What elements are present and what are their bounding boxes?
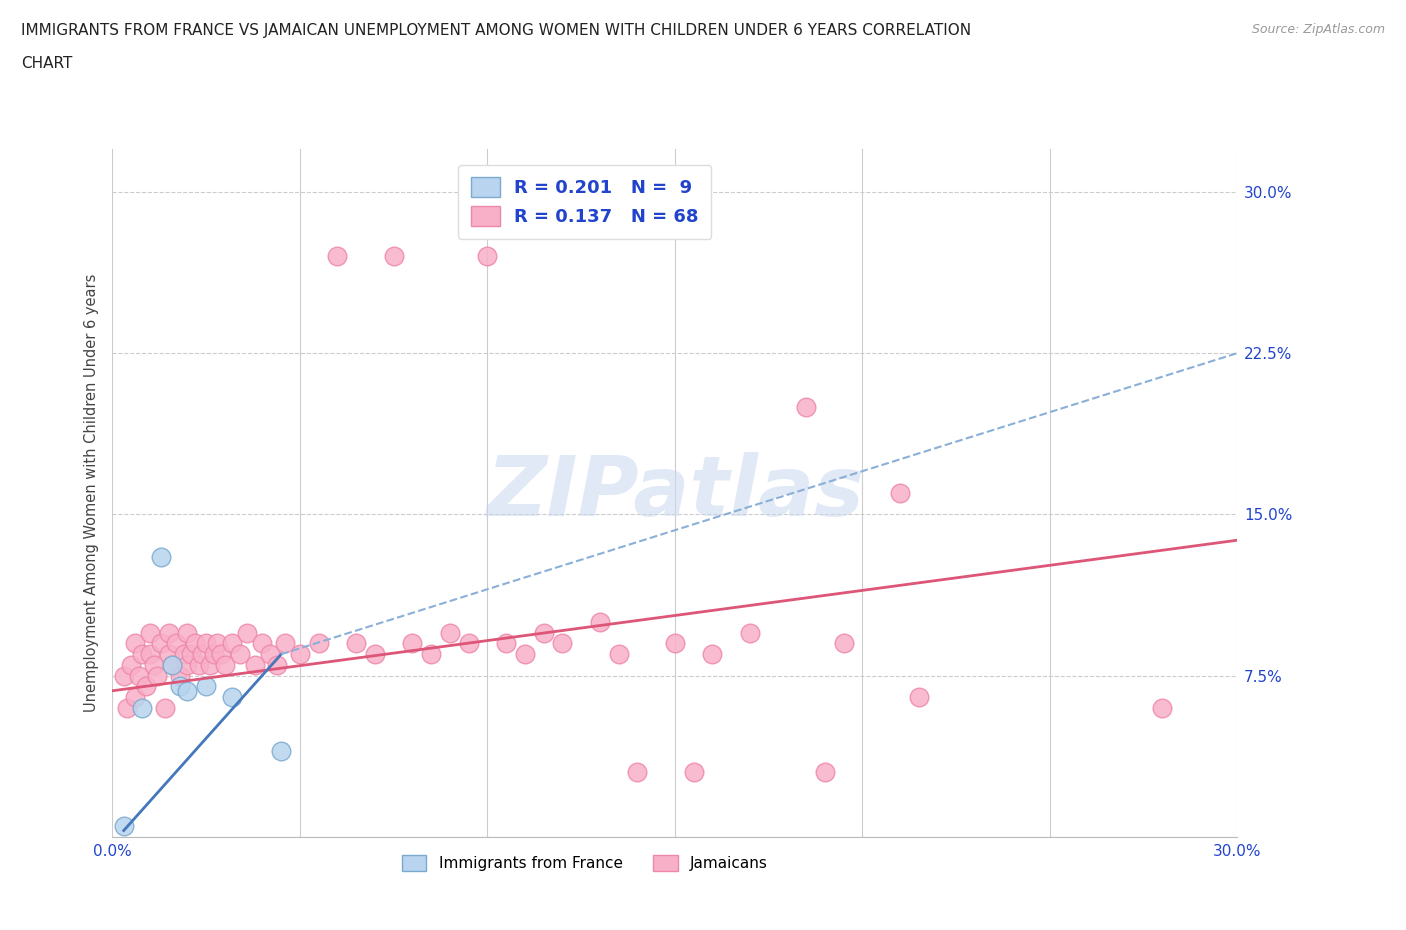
Point [495,636,517,651]
Point [326,249,349,264]
Point [814,765,837,780]
Point [626,765,648,780]
Point [195,679,218,694]
Point [259,646,281,661]
Point [150,550,173,565]
Point [889,485,911,500]
Point [157,646,180,661]
Point [117,700,139,715]
Point [184,636,207,651]
Point [236,625,259,640]
Point [401,636,423,651]
Point [513,646,536,661]
Point [209,646,232,661]
Point [131,700,153,715]
Point [589,615,612,630]
Point [457,636,479,651]
Point [288,646,311,661]
Point [832,636,855,651]
Point [112,669,135,684]
Point [243,658,266,672]
Point [173,646,195,661]
Point [551,636,574,651]
Point [169,669,191,684]
Point [274,636,297,651]
Point [607,646,630,661]
Point [229,646,252,661]
Text: Source: ZipAtlas.com: Source: ZipAtlas.com [1251,23,1385,36]
Point [139,646,162,661]
Point [153,700,176,715]
Point [162,658,184,672]
Y-axis label: Unemployment Among Women with Children Under 6 years: Unemployment Among Women with Children U… [83,273,98,712]
Point [664,636,686,651]
Point [221,690,243,705]
Point [533,625,555,640]
Point [195,636,218,651]
Text: ZIPatlas: ZIPatlas [486,452,863,534]
Point [180,646,202,661]
Point [112,818,135,833]
Point [176,625,198,640]
Point [176,684,198,698]
Point [198,658,221,672]
Text: CHART: CHART [21,56,73,71]
Point [364,646,387,661]
Point [439,625,461,640]
Point [221,636,243,651]
Point [146,669,169,684]
Point [682,765,704,780]
Point [157,625,180,640]
Point [907,690,929,705]
Point [124,636,146,651]
Point [382,249,405,264]
Legend: Immigrants from France, Jamaicans: Immigrants from France, Jamaicans [396,849,773,878]
Point [162,658,184,672]
Point [308,636,330,651]
Point [150,636,173,651]
Point [128,669,150,684]
Point [214,658,236,672]
Point [266,658,288,672]
Point [142,658,165,672]
Point [124,690,146,705]
Text: IMMIGRANTS FROM FRANCE VS JAMAICAN UNEMPLOYMENT AMONG WOMEN WITH CHILDREN UNDER : IMMIGRANTS FROM FRANCE VS JAMAICAN UNEMP… [21,23,972,38]
Point [191,646,214,661]
Point [207,636,229,651]
Point [420,646,443,661]
Point [120,658,142,672]
Point [165,636,187,651]
Point [135,679,157,694]
Point [794,400,817,415]
Point [202,646,225,661]
Point [131,646,153,661]
Point [252,636,274,651]
Point [738,625,761,640]
Point [176,658,198,672]
Point [344,636,367,651]
Point [702,646,724,661]
Point [187,658,209,672]
Point [139,625,162,640]
Point [169,679,191,694]
Point [1152,700,1174,715]
Point [270,744,292,759]
Point [477,249,499,264]
